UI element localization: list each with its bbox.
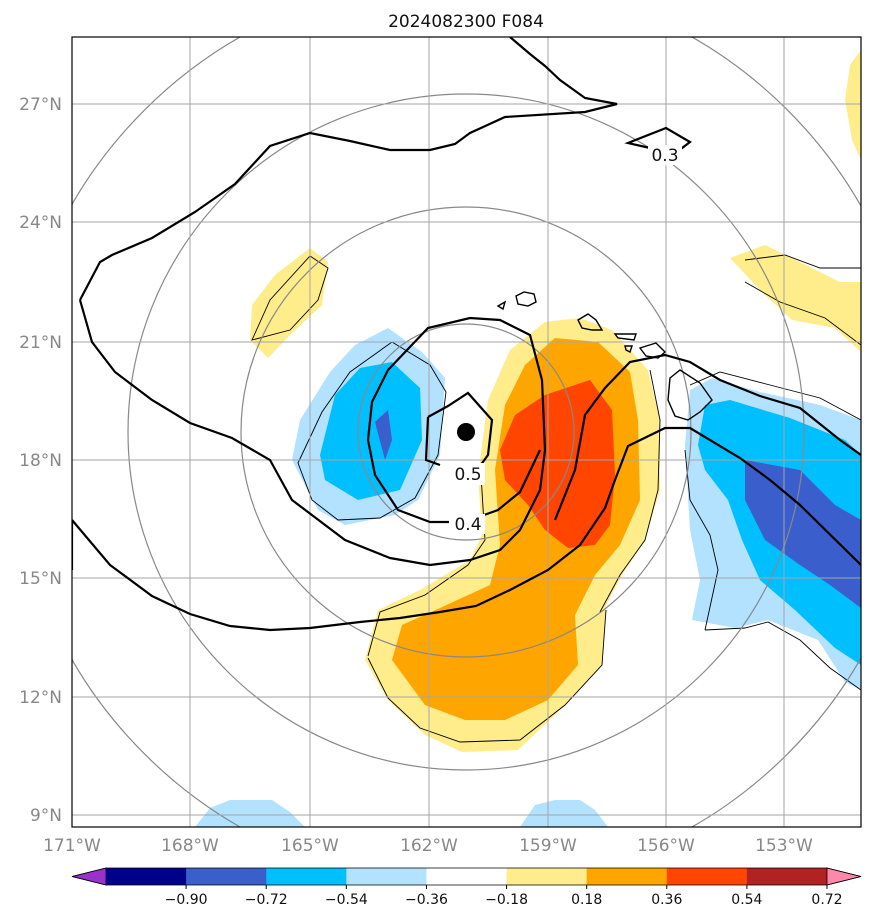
colorbar-tick-label: −0.36 [405, 892, 448, 908]
colorbar-segments [71, 867, 862, 886]
x-tick-label: 165°W [281, 836, 339, 856]
y-tick-label: 18°N [19, 451, 62, 471]
colorbar-tick-label: 0.18 [571, 892, 602, 908]
storm-center-marker [457, 423, 475, 441]
y-tick-label: 24°N [19, 213, 62, 233]
y-tick-label: 27°N [19, 95, 62, 115]
colorbar-tick-label: 0.36 [651, 892, 682, 908]
map-title: 2024082300 F084 [388, 12, 544, 32]
x-tick-label: 168°W [161, 836, 219, 856]
colorbar-tick-label: −0.18 [485, 892, 528, 908]
colorbar-tick-label: 0.72 [811, 892, 842, 908]
shade-red-central [500, 380, 615, 548]
y-tick-label: 12°N [19, 688, 62, 708]
x-tick-label: 162°W [400, 836, 458, 856]
colorbar-tick-label: 0.54 [731, 892, 762, 908]
shade-yellow-ne-corner [845, 50, 861, 160]
colorbar-segment [426, 868, 508, 885]
colorbar-segment [346, 868, 427, 885]
contour-label-05: 0.5 [454, 465, 481, 485]
colorbar-segment [746, 868, 828, 885]
shade-yellow-northeast [730, 245, 861, 352]
contour-labels: 0.3 0.5 0.4 [449, 145, 682, 535]
shade-darkblue-west [375, 410, 392, 460]
colorbar-tick-label: −0.90 [165, 892, 208, 908]
colorbar-segment [666, 868, 748, 885]
colorbar-min-extend [71, 867, 107, 886]
range-rings [72, 37, 861, 827]
x-tick-label: 153°W [755, 836, 813, 856]
x-tick-label: 156°W [637, 836, 695, 856]
colorbar-segment [106, 868, 187, 885]
colorbar-segment [186, 868, 267, 885]
shade-lightblue-south-a [195, 800, 305, 827]
shade-lightblue-south-b [520, 800, 608, 827]
y-tick-label: 9°N [30, 806, 62, 826]
map-area: 0.3 0.5 0.4 [72, 37, 861, 827]
colorbar-tick-label: −0.54 [325, 892, 368, 908]
x-axis-labels: 171°W 168°W 165°W 162°W 159°W 156°W 153°… [43, 836, 813, 856]
thick-contours [72, 37, 861, 632]
x-tick-label: 159°W [519, 836, 577, 856]
y-tick-label: 15°N [19, 569, 62, 589]
lat-lon-grid [72, 37, 861, 827]
contour-label-03: 0.3 [651, 146, 678, 166]
y-tick-label: 21°N [19, 333, 62, 353]
colorbar-max-extend [826, 867, 862, 886]
colorbar-ticks: −0.90 −0.72 −0.54 −0.36 −0.18 0.18 0.36 0.54 0.7… [165, 885, 843, 908]
colorbar-tick-label: −0.72 [245, 892, 288, 908]
colorbar-segment [266, 868, 347, 885]
shade-darkblue-east [745, 460, 861, 608]
shade-yellow-upper-left [250, 248, 328, 358]
y-axis-labels: 27°N 24°N 21°N 18°N 15°N 12°N 9°N [19, 95, 62, 826]
colorbar-outline [71, 867, 862, 886]
colorbar-segment [506, 868, 588, 885]
shade-blue-west [320, 362, 422, 500]
map-frame [71, 36, 862, 828]
contour-label-04: 0.4 [454, 515, 481, 535]
colorbar: −0.90 −0.72 −0.54 −0.36 −0.18 0.18 0.36 0.54 0.7… [71, 867, 862, 908]
x-tick-label: 171°W [43, 836, 101, 856]
colorbar-segment [586, 868, 668, 885]
